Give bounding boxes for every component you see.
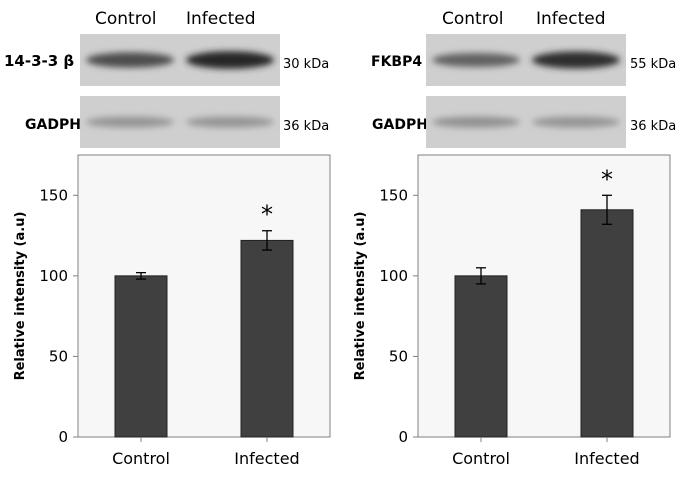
- kda-label-55: 55 kDa: [630, 57, 677, 72]
- y-tick-label: 0: [398, 428, 408, 446]
- blot-14-3-3-beta: [80, 34, 280, 86]
- x-tick-label: Infected: [574, 449, 639, 468]
- blot-gadph: [80, 96, 280, 148]
- blot-band: [432, 116, 520, 128]
- blot-band: [432, 53, 520, 67]
- x-tick-label: Infected: [234, 449, 299, 468]
- y-tick-label: 100: [379, 267, 408, 285]
- significance-marker: *: [261, 201, 273, 229]
- blot-band: [532, 116, 620, 128]
- x-tick-label: Control: [112, 449, 170, 468]
- protein-label-gadph: GADPH: [372, 117, 428, 133]
- protein-label-fkbp4: FKBP4: [371, 54, 423, 70]
- y-tick-label: 0: [58, 428, 68, 446]
- bar: [240, 239, 294, 438]
- y-tick-label: 100: [39, 267, 68, 285]
- y-axis-label: Relative intensity (a.u): [13, 212, 28, 381]
- kda-label-30: 30 kDa: [283, 57, 330, 72]
- significance-marker: *: [601, 165, 613, 193]
- lane-label-control: Control: [95, 9, 157, 29]
- kda-label-36: 36 kDa: [630, 119, 677, 134]
- blot-band: [186, 116, 274, 128]
- lane-label-infected: Infected: [536, 9, 606, 29]
- bar: [580, 209, 634, 438]
- blot-gadph: [426, 96, 626, 148]
- y-tick-label: 50: [389, 347, 408, 365]
- blot-band: [532, 51, 620, 69]
- y-tick-label: 150: [379, 186, 408, 204]
- kda-label-36: 36 kDa: [283, 119, 330, 134]
- bar: [454, 275, 508, 438]
- bar-chart-fkbp4: 0 50 100 150 Control * Infected Relative intens…: [353, 154, 671, 468]
- bar: [114, 275, 168, 438]
- protein-label-gadph: GADPH: [25, 117, 81, 133]
- blot-band: [86, 52, 174, 68]
- lane-label-control: Control: [442, 9, 504, 29]
- blot-band: [86, 116, 174, 128]
- lane-label-infected: Infected: [186, 9, 256, 29]
- y-tick-label: 150: [39, 186, 68, 204]
- protein-label-14-3-3-beta: 14-3-3 β: [4, 52, 75, 70]
- bar-chart-14-3-3-beta: 0 50 100 150 Control * Infected Relative intens…: [13, 154, 331, 468]
- blot-fkbp4: [426, 34, 626, 86]
- blot-band: [186, 51, 274, 69]
- y-axis-label: Relative intensity (a.u): [353, 212, 368, 381]
- y-tick-label: 50: [49, 347, 68, 365]
- x-tick-label: Control: [452, 449, 510, 468]
